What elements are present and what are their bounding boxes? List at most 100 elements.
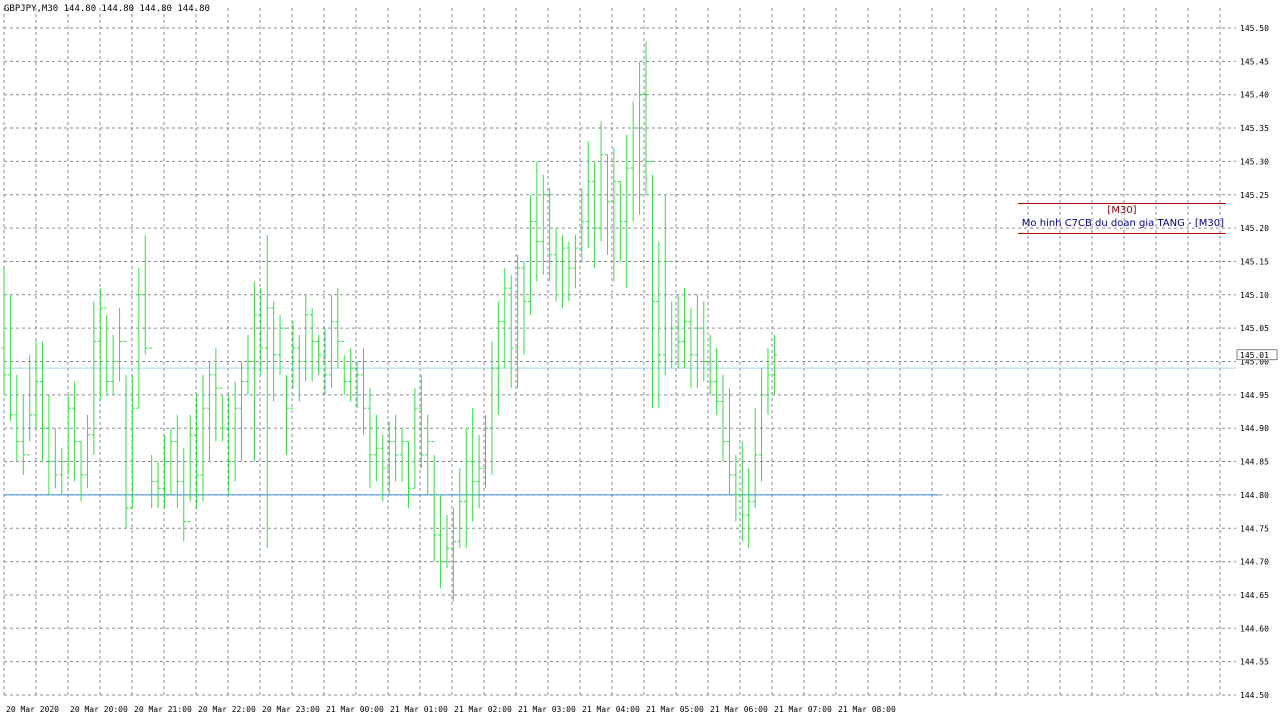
ohlc-bar — [405, 441, 411, 509]
time-axis: 20 Mar 2020 20 Mar 20:00 20 Mar 21:00 20 Ma… — [6, 705, 896, 714]
ohlc-bar — [59, 448, 65, 495]
ohlc-bar — [739, 441, 745, 542]
ohlc-bar — [694, 294, 700, 389]
time-tick-label: 21 Mar 03:00 — [518, 705, 576, 714]
ohlc-bar — [598, 121, 604, 242]
ohlc-bar — [354, 361, 360, 409]
ohlc-bar — [470, 408, 476, 522]
notice-timeframe: [M30] — [1107, 205, 1137, 216]
ohlc-bar — [707, 334, 713, 395]
ohlc-bar — [129, 374, 135, 509]
ohlc-bar — [592, 161, 598, 269]
ohlc-bar — [328, 294, 334, 389]
ohlc-bar — [136, 268, 142, 409]
price-tick-label: 144.55 — [1240, 658, 1269, 667]
ohlc-bar — [123, 340, 129, 529]
ohlc-bar — [72, 381, 78, 482]
price-tick-label: 144.95 — [1240, 391, 1269, 400]
ohlc-bar — [444, 514, 450, 569]
price-tick-label: 145.50 — [1240, 24, 1269, 33]
ohlc-bar — [540, 174, 546, 275]
ohlc-bar — [322, 328, 328, 395]
price-tick-label: 144.85 — [1240, 458, 1269, 467]
ohlc-bar — [258, 288, 264, 375]
ohlc-bar — [232, 381, 238, 482]
ohlc-bar — [720, 374, 726, 462]
price-tick-label: 144.50 — [1240, 691, 1269, 700]
ohlc-bar — [393, 414, 399, 482]
price-tick-label: 145.35 — [1240, 124, 1269, 133]
time-tick-label: 20 Mar 22:00 — [198, 705, 256, 714]
time-tick-label: 21 Mar 07:00 — [774, 705, 832, 714]
price-tick-label: 145.40 — [1240, 91, 1269, 100]
ohlc-bar — [560, 234, 566, 309]
ohlc-bar — [142, 234, 148, 355]
time-tick-label: 21 Mar 00:00 — [326, 705, 384, 714]
ohlc-bar — [515, 254, 521, 389]
ohlc-bar — [431, 441, 437, 562]
time-tick-label: 20 Mar 2020 — [6, 705, 59, 714]
horizontal-lines — [4, 367, 1236, 496]
price-tick-label: 145.05 — [1240, 324, 1269, 333]
price-tick-label: 145.10 — [1240, 291, 1269, 300]
price-tick-label: 144.90 — [1240, 424, 1269, 433]
ohlc-bar — [7, 294, 13, 422]
ohlc-bar — [675, 294, 681, 369]
ohlc-bar — [585, 141, 591, 249]
ohlc-bar — [187, 414, 193, 523]
notice-message: Mo hinh C7CB du doan gia TANG - [M30] — [1021, 218, 1224, 229]
ohlc-bar — [239, 361, 245, 462]
ohlc-bar — [418, 374, 424, 469]
ohlc-bar — [688, 308, 694, 389]
ohlc-bar — [630, 101, 636, 222]
ohlc-bar — [219, 387, 225, 442]
ohlc-bars — [1, 41, 777, 602]
current-price-box — [1236, 349, 1278, 361]
ohlc-bar — [303, 294, 309, 382]
ohlc-bar — [78, 441, 84, 502]
price-tick-label: 145.00 — [1240, 358, 1269, 367]
ohlc-bar — [450, 508, 456, 602]
ohlc-bar — [547, 188, 553, 282]
ohlc-bar — [348, 348, 354, 402]
ohlc-bar — [380, 434, 386, 502]
ohlc-bar — [682, 288, 688, 369]
ohlc-bar — [579, 188, 585, 262]
ohlc-bar — [489, 341, 495, 475]
ohlc-bar — [662, 194, 668, 375]
ohlc-bar — [746, 468, 752, 549]
ohlc-bar — [20, 394, 26, 475]
grid — [3, 8, 1236, 696]
ohlc-bar — [40, 341, 46, 462]
ohlc-bar — [149, 347, 155, 509]
price-axis: 145.50 145.45 145.40 145.35 145.30 145.25 145.… — [1236, 24, 1278, 700]
ohlc-bar — [624, 134, 630, 289]
ohlc-bar — [726, 388, 732, 495]
notice-bottom-border — [1018, 233, 1226, 234]
ohlc-bar — [438, 494, 444, 589]
ohlc-bar — [245, 334, 251, 395]
ohlc-bar — [457, 468, 463, 549]
price-tick-label: 145.20 — [1240, 224, 1269, 233]
ohlc-bar — [84, 414, 90, 489]
ohlc-bar — [27, 354, 33, 456]
time-tick-label: 21 Mar 02:00 — [454, 705, 512, 714]
ohlc-bar — [33, 341, 39, 429]
ohlc-bar — [264, 234, 270, 549]
ohlc-bar — [206, 361, 212, 462]
ohlc-bar — [290, 321, 296, 409]
time-tick-label: 20 Mar 23:00 — [262, 705, 320, 714]
current-price-label: 145.01 — [1240, 351, 1269, 360]
pattern-notice: [M30] Mo hinh C7CB du doan gia TANG - [M… — [1018, 203, 1226, 234]
ohlc-bar — [174, 414, 180, 509]
ohlc-bar — [771, 334, 777, 395]
ohlc-bar — [483, 414, 488, 489]
ohlc-bar — [527, 194, 533, 315]
ohlc-bar — [399, 428, 405, 482]
ohlc-bar — [14, 374, 20, 462]
time-tick-label: 21 Mar 06:00 — [710, 705, 768, 714]
ohlc-bar — [367, 388, 373, 489]
price-tick-label: 144.70 — [1240, 558, 1269, 567]
ohlc-bar — [226, 394, 232, 495]
